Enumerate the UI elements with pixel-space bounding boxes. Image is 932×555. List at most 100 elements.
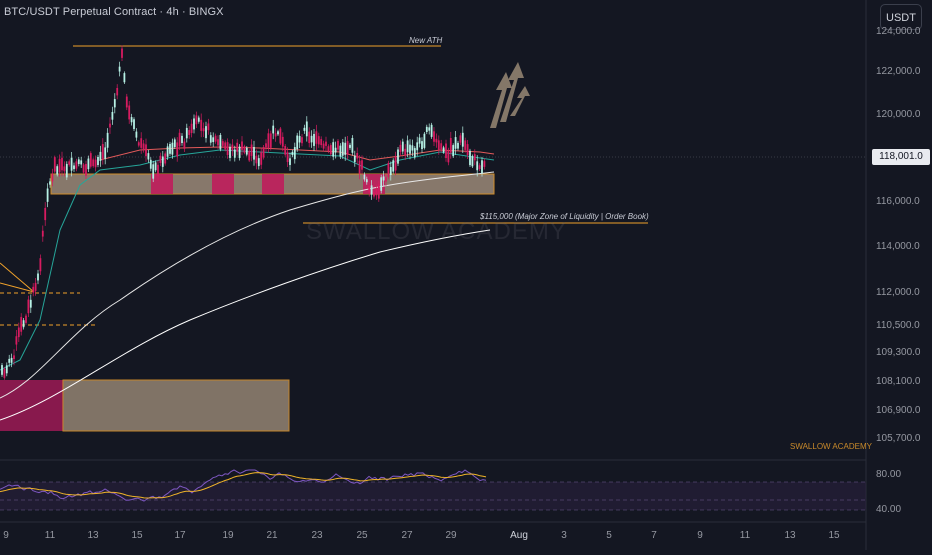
candle-body: [284, 146, 287, 155]
candle-body: [433, 131, 435, 142]
candle-body: [272, 125, 275, 134]
candle-body: [164, 153, 167, 164]
time-tick-label: 13: [784, 530, 796, 541]
candle-body: [49, 181, 51, 185]
price-tick-label: 114,000.0: [876, 241, 920, 252]
candle-body: [250, 144, 253, 156]
candle-body: [308, 131, 311, 144]
time-tick-label: 5: [606, 530, 612, 541]
candle-body: [243, 146, 246, 153]
candle-body: [157, 164, 159, 177]
candle-body: [411, 145, 414, 151]
rsi-line: [0, 469, 487, 502]
candle-body: [166, 146, 169, 157]
candle-body: [65, 163, 68, 178]
candle-body: [274, 133, 277, 137]
candle-body: [478, 165, 481, 170]
currency-button[interactable]: USDT: [880, 4, 922, 30]
candle-body: [277, 131, 279, 135]
support-zone-red-3: [262, 174, 284, 194]
candle-body: [322, 143, 325, 149]
candle-body: [363, 174, 366, 180]
candle-body: [260, 152, 263, 165]
candle-body: [389, 167, 392, 176]
candle-body: [461, 132, 464, 147]
chart-title: BTC/USDT Perpetual Contract · 4h · BINGX: [4, 6, 224, 18]
candle-body: [483, 161, 486, 167]
candle-body: [305, 121, 308, 137]
candle-body: [387, 163, 390, 178]
candle-body: [303, 127, 306, 131]
candle-body: [125, 96, 128, 108]
candle-body: [315, 131, 318, 144]
price-tick-label: 110,500.0: [876, 320, 920, 331]
candle-body: [154, 162, 157, 171]
candle-body: [53, 157, 56, 172]
candle-body: [101, 144, 104, 159]
candle-body: [325, 141, 327, 146]
candle-body: [442, 147, 445, 153]
candle-body: [5, 365, 8, 374]
candle-body: [82, 164, 85, 173]
time-tick-label: 25: [356, 530, 368, 541]
candle-body: [142, 143, 145, 150]
candle-body: [459, 135, 462, 143]
candle-body: [346, 141, 349, 155]
candle-body: [99, 151, 102, 161]
candle-body: [68, 161, 71, 165]
candle-body: [471, 156, 474, 167]
candle-body: [212, 137, 215, 143]
candle-body: [46, 188, 49, 202]
price-tick-label: 108,100.0: [876, 376, 921, 387]
candle-body: [195, 115, 198, 125]
price-tick-label: 106,900.0: [876, 405, 921, 416]
ath-label: New ATH: [409, 36, 443, 45]
candle-body: [173, 139, 176, 148]
candle-body: [409, 144, 411, 154]
candle-body: [106, 132, 109, 148]
candle-body: [193, 118, 195, 130]
candle-body: [25, 315, 27, 323]
candle-body: [428, 127, 431, 131]
candle-body: [32, 286, 35, 293]
candle-body: [332, 142, 335, 157]
ma-longer: [0, 229, 491, 421]
candle-body: [421, 141, 423, 150]
candle-body: [214, 135, 217, 142]
candle-body: [92, 159, 95, 167]
candle-body: [457, 142, 459, 149]
candle-body: [380, 177, 383, 191]
candle-body: [392, 160, 395, 172]
small-watermark: SWALLOW ACADEMY: [790, 442, 872, 451]
candle-body: [233, 149, 236, 158]
candle-body: [289, 158, 291, 165]
candle-body: [377, 184, 380, 199]
candle-body: [149, 159, 152, 169]
candle-body: [128, 105, 131, 120]
candle-body: [320, 139, 323, 146]
candle-body: [87, 158, 90, 170]
time-tick-label: 13: [87, 530, 99, 541]
candle-body: [317, 136, 320, 145]
candle-body: [267, 133, 270, 149]
price-tick-label: 116,000.0: [876, 196, 920, 207]
candle-body: [291, 151, 294, 156]
candle-body: [34, 282, 37, 291]
candle-body: [430, 124, 433, 137]
candle-body: [205, 126, 207, 139]
candle-body: [293, 147, 296, 160]
candle-body: [145, 144, 147, 157]
candle-body: [423, 133, 426, 148]
candle-body: [269, 133, 272, 148]
candle-body: [135, 131, 138, 138]
rsi-tick-label: 80.00: [876, 469, 902, 480]
candle-body: [382, 176, 385, 181]
candle-body: [452, 145, 455, 157]
candle-body: [413, 148, 416, 158]
candle-body: [37, 273, 39, 281]
arrow-1: [490, 72, 512, 128]
demand-zone-red: [0, 380, 63, 431]
candle-body: [1, 365, 3, 375]
